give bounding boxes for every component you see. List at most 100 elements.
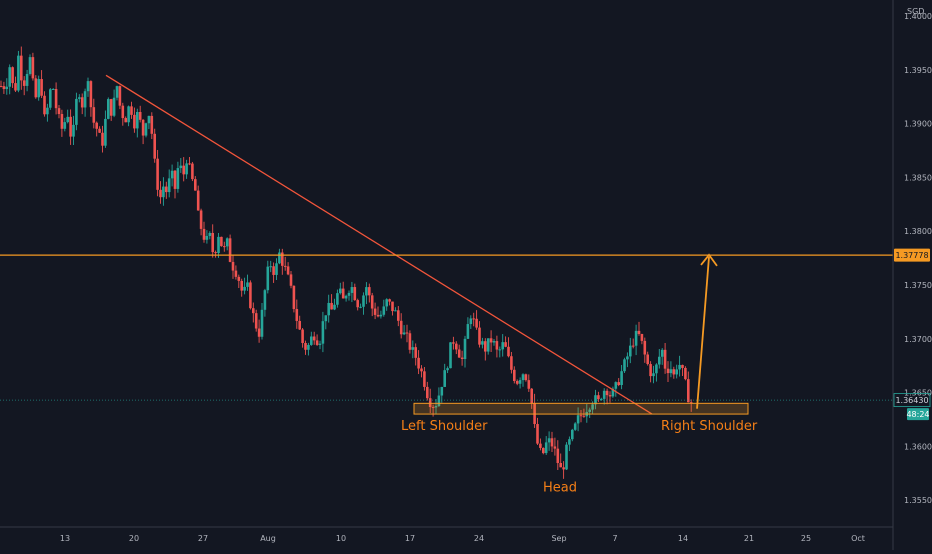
candle-body (34, 78, 38, 98)
candle-body (167, 178, 171, 193)
candle-body (524, 374, 528, 381)
candle-body (565, 444, 568, 470)
candle-body (31, 57, 35, 79)
candle-body (559, 462, 562, 468)
candle-body (208, 232, 212, 236)
level-price-tag[interactable]: 1.37778 (894, 248, 930, 262)
candle-body (475, 318, 478, 328)
candle-body (344, 295, 348, 299)
candle-body (515, 380, 519, 384)
candle-body (379, 314, 383, 317)
candle-body (431, 407, 435, 409)
candle-body (391, 301, 394, 312)
y-tick-label: 1.38500 (904, 173, 932, 182)
candle-body (417, 357, 420, 369)
trendline (105, 74, 653, 415)
candle-body (228, 238, 232, 262)
candle-body (643, 340, 647, 355)
candle-body (492, 341, 496, 343)
x-tick-label: Sep (551, 534, 566, 543)
candle-body (185, 163, 188, 175)
x-tick-label: 21 (744, 534, 754, 543)
candle-body (234, 270, 238, 277)
candle-body (121, 105, 125, 119)
candle-body (278, 252, 281, 264)
candle-body (321, 321, 325, 344)
candle-body (115, 86, 119, 98)
candle-body (20, 55, 23, 81)
candle-body (69, 116, 72, 137)
candle-body (449, 342, 452, 369)
y-tick-label: 1.36000 (904, 442, 932, 451)
candle-body (194, 179, 197, 191)
candle-body (214, 252, 217, 254)
countdown-tag-label: 48:24 (906, 410, 929, 419)
candle-body (75, 98, 78, 125)
candle-body (605, 390, 609, 396)
candle-body (553, 446, 557, 449)
candle-body (341, 288, 345, 299)
y-tick-label: 1.37000 (904, 335, 932, 344)
candle-body (156, 158, 159, 190)
candle-body (486, 338, 490, 352)
candle-body (556, 448, 560, 463)
annotation-head: Head (543, 481, 577, 496)
candle-body (455, 343, 458, 350)
countdown-tag-bg (907, 408, 929, 421)
candle-body (495, 341, 499, 350)
candle-body (527, 380, 531, 389)
candle-body (107, 99, 110, 119)
candle-body (263, 290, 267, 310)
current-price-tag-label: 1.36430 (895, 396, 928, 405)
candle-body (14, 83, 17, 91)
candle-body (530, 388, 533, 404)
candle-body (260, 309, 264, 337)
candle-body (205, 235, 209, 240)
y-tick-label: 1.36500 (904, 389, 932, 398)
candle-body (402, 332, 406, 335)
candle-body (536, 424, 539, 444)
candle-body (223, 246, 226, 248)
level-price-tag-bg (894, 248, 930, 262)
candle-body (179, 165, 183, 169)
candle-body (199, 210, 203, 229)
y-tick-label: 1.40000 (904, 12, 932, 21)
candle-body (136, 111, 139, 129)
candle-body (388, 299, 391, 302)
candle-body (640, 334, 644, 341)
candle-body (385, 299, 388, 307)
y-tick-label: 1.35500 (904, 496, 932, 505)
candle-body (60, 113, 64, 129)
candle-body (399, 320, 403, 335)
candle-body (649, 364, 652, 377)
candle-body (669, 369, 673, 374)
current-price-tag[interactable]: 1.36430 (893, 393, 931, 407)
candle-body (83, 91, 87, 108)
candle-body (162, 186, 165, 198)
x-tick-label: Oct (851, 534, 865, 543)
candle-body (211, 232, 214, 253)
candle-body (327, 302, 330, 316)
candle-body (25, 73, 29, 86)
candle-body (562, 467, 565, 470)
candle-body (347, 292, 351, 296)
candle-body (170, 170, 174, 179)
candle-body (466, 324, 470, 339)
candle-body (310, 336, 313, 345)
y-tick-label: 1.39500 (904, 66, 932, 75)
candle-body (675, 369, 678, 375)
candle-body (72, 124, 75, 137)
candle-body (489, 338, 493, 343)
candle-body (681, 364, 684, 368)
candle-body (457, 349, 461, 358)
candle-body (92, 107, 96, 123)
candle-body (298, 320, 301, 330)
candle-body (336, 293, 339, 305)
candle-body (597, 395, 600, 400)
candle-body (446, 368, 449, 371)
candle-body (629, 345, 632, 357)
candle-body (452, 342, 455, 344)
candle-body (507, 346, 510, 357)
